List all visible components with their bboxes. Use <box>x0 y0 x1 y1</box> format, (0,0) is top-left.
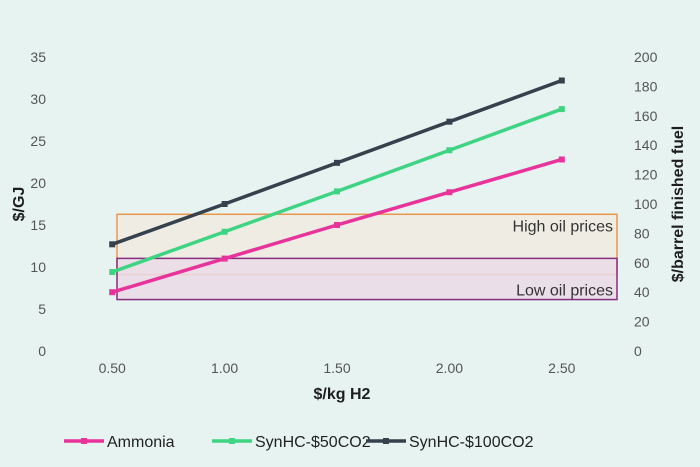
y-axis-title: $/GJ <box>11 187 28 222</box>
data-point <box>334 222 340 228</box>
data-point <box>558 106 565 113</box>
legend-label-ammonia: Ammonia <box>107 434 175 451</box>
y-tick-label: 25 <box>30 133 46 149</box>
data-point <box>558 77 565 84</box>
y2-tick-label: 160 <box>634 108 658 124</box>
x-tick-label: 1.50 <box>323 360 350 376</box>
data-point <box>221 255 228 262</box>
legend-label-synhc-50co2: SynHC-$50CO2 <box>255 434 371 451</box>
y-tick-label: 20 <box>30 175 46 191</box>
data-point <box>109 289 116 296</box>
data-point <box>446 147 453 154</box>
y2-tick-label: 20 <box>634 314 650 330</box>
data-point <box>334 159 340 166</box>
x-axis-title: $/kg H2 <box>314 386 371 403</box>
y2-tick-label: 140 <box>634 137 658 153</box>
x-tick-label: 2.50 <box>548 360 575 376</box>
legend: Ammonia SynHC-$50CO2 SynHC-$100CO2 <box>64 434 534 451</box>
y2-tick-label: 120 <box>634 167 658 183</box>
y-tick-label: 15 <box>30 217 46 233</box>
y-tick-label: 10 <box>30 259 46 275</box>
data-point <box>221 228 228 235</box>
data-point <box>221 201 228 207</box>
y-axis-right-ticks: 0 20 40 60 80 100 120 140 160 180 200 <box>634 49 658 359</box>
y2-axis-title: $/barrel finished fuel <box>670 126 687 282</box>
data-point <box>109 241 116 248</box>
data-point <box>446 189 453 196</box>
data-point <box>446 118 453 125</box>
legend-marker <box>81 438 87 444</box>
data-point <box>558 156 565 163</box>
x-tick-label: 2.00 <box>436 360 463 376</box>
legend-marker <box>383 438 389 444</box>
y-axis-left-ticks: 0 5 10 15 20 25 30 35 <box>30 49 46 359</box>
y2-tick-label: 100 <box>634 196 658 212</box>
series-lines <box>109 77 565 296</box>
price-bands: High oil prices Low oil prices <box>116 213 618 301</box>
data-point <box>109 269 116 276</box>
legend-label-synhc-100co2: SynHC-$100CO2 <box>409 434 534 451</box>
y2-tick-label: 180 <box>634 78 658 94</box>
band-label: High oil prices <box>513 218 613 235</box>
y-tick-label: 35 <box>30 49 46 65</box>
y2-tick-label: 80 <box>634 225 650 241</box>
y2-tick-label: 60 <box>634 255 650 271</box>
x-tick-label: 1.00 <box>211 360 238 376</box>
y2-tick-label: 40 <box>634 284 650 300</box>
band-label: Low oil prices <box>516 283 613 300</box>
data-point <box>334 188 340 195</box>
y-tick-label: 30 <box>30 91 46 107</box>
y2-tick-label: 0 <box>634 343 642 359</box>
x-axis-ticks: 0.50 1.00 1.50 2.00 2.50 <box>99 360 576 376</box>
x-tick-label: 0.50 <box>99 360 126 376</box>
y-tick-label: 5 <box>38 301 46 317</box>
legend-marker <box>229 438 235 444</box>
y2-tick-label: 200 <box>634 49 658 65</box>
y-tick-label: 0 <box>38 343 46 359</box>
